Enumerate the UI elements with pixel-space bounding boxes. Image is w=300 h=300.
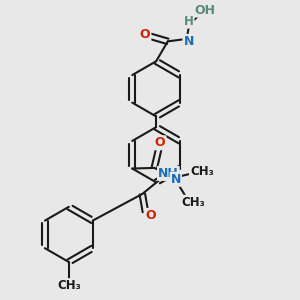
Text: H: H bbox=[184, 15, 194, 28]
Text: NH: NH bbox=[158, 167, 179, 180]
Text: O: O bbox=[155, 136, 165, 149]
Text: OH: OH bbox=[194, 4, 215, 16]
Text: CH₃: CH₃ bbox=[181, 196, 205, 209]
Text: CH₃: CH₃ bbox=[190, 165, 214, 178]
Text: CH₃: CH₃ bbox=[57, 279, 81, 292]
Text: O: O bbox=[140, 28, 150, 41]
Text: N: N bbox=[171, 173, 181, 186]
Text: N: N bbox=[183, 35, 194, 48]
Text: O: O bbox=[146, 209, 156, 222]
